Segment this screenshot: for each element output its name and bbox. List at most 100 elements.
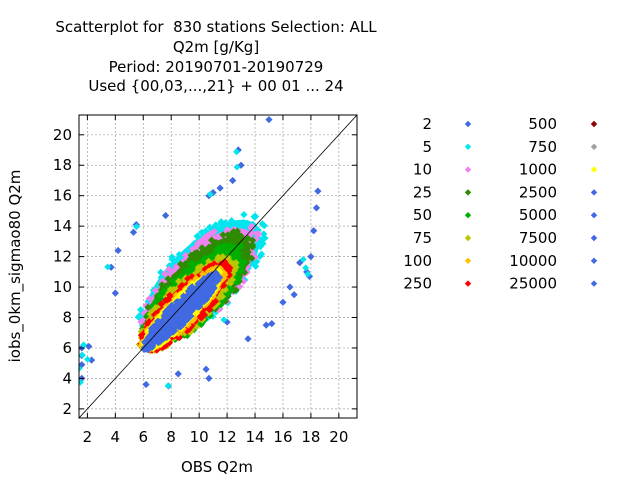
density-point xyxy=(219,253,227,261)
density-point xyxy=(215,267,223,275)
outlier-point xyxy=(79,361,86,369)
outlier-point xyxy=(312,204,321,212)
density-point xyxy=(210,227,218,236)
density-point xyxy=(160,287,168,296)
density-point xyxy=(167,304,175,312)
sparse-point xyxy=(79,365,83,372)
density-point xyxy=(153,346,161,354)
density-point xyxy=(221,286,229,294)
density-point xyxy=(190,314,198,323)
density-point xyxy=(227,217,236,225)
legend-marker xyxy=(590,189,598,196)
y-axis-label: iobs_0km_sigmao80 Q2m xyxy=(6,170,25,363)
density-point xyxy=(175,250,183,259)
density-point xyxy=(151,286,160,295)
legend-label: 5000 xyxy=(519,206,557,224)
density-point xyxy=(232,263,240,271)
x-tick-label: 12 xyxy=(218,428,237,446)
y-tick-label: 18 xyxy=(53,156,72,174)
legend-label: 250 xyxy=(403,275,432,293)
density-point xyxy=(179,292,188,300)
sparse-point xyxy=(206,190,214,198)
x-tick-label: 4 xyxy=(111,428,121,446)
outlier-point xyxy=(229,176,237,185)
y-tick-label: 14 xyxy=(53,217,72,235)
density-point xyxy=(220,258,229,266)
density-point xyxy=(154,304,162,312)
density-point xyxy=(165,294,173,303)
density-point xyxy=(217,282,225,290)
sparse-point xyxy=(233,163,241,171)
density-point xyxy=(254,230,262,239)
density-point xyxy=(163,331,172,340)
legend-label: 2500 xyxy=(519,183,557,201)
legend-marker xyxy=(464,143,472,150)
density-point xyxy=(214,253,222,261)
density-point xyxy=(234,235,242,244)
plot-border xyxy=(78,114,358,419)
density-point xyxy=(134,313,142,321)
outlier-point xyxy=(202,365,210,373)
sparse-point xyxy=(79,378,84,386)
density-point xyxy=(240,210,248,219)
density-point xyxy=(234,261,243,269)
legend-marker xyxy=(590,280,598,287)
density-point xyxy=(149,302,157,310)
density-point xyxy=(165,265,173,273)
legend-label: 10 xyxy=(413,161,432,179)
chart-title-line-1: Scatterplot for 830 stations Selection: … xyxy=(55,18,377,36)
density-point xyxy=(140,345,148,353)
outlier-point xyxy=(216,184,224,192)
density-point xyxy=(213,245,222,253)
outlier-point xyxy=(268,319,276,328)
y-tick-label: 6 xyxy=(62,339,72,357)
legend-marker xyxy=(590,257,598,264)
density-point xyxy=(174,298,182,306)
x-tick-label: 2 xyxy=(83,428,93,446)
density-point xyxy=(224,253,232,262)
density-point xyxy=(205,305,214,314)
outlier-point xyxy=(303,268,311,276)
density-point xyxy=(144,320,152,328)
density-point xyxy=(215,273,224,282)
legend-marker xyxy=(590,143,598,150)
density-point xyxy=(188,273,196,281)
grid-lines xyxy=(79,115,357,418)
density-point xyxy=(166,291,174,299)
legend-marker xyxy=(464,189,472,196)
sparse-point xyxy=(80,341,88,349)
density-point xyxy=(158,301,167,309)
density-point xyxy=(213,274,221,282)
sparse-point xyxy=(220,316,228,324)
density-point xyxy=(204,292,212,300)
sparse-point xyxy=(104,263,112,271)
density-point xyxy=(209,281,218,289)
density-point xyxy=(217,218,225,226)
outlier-point xyxy=(162,211,170,220)
legend-marker xyxy=(590,212,598,219)
density-point xyxy=(176,323,185,331)
x-tick-label: 8 xyxy=(166,428,176,446)
density-point xyxy=(243,229,251,237)
density-point xyxy=(216,265,224,273)
density-point xyxy=(239,218,248,227)
sparse-point xyxy=(299,256,307,263)
density-point xyxy=(218,298,226,306)
legend-marker xyxy=(464,257,472,264)
outlier-point xyxy=(129,228,138,236)
identity-line xyxy=(79,115,357,418)
density-point xyxy=(259,239,267,248)
density-point xyxy=(198,264,206,272)
density-point xyxy=(194,239,203,247)
legend-label: 75 xyxy=(413,229,432,247)
x-tick-label: 18 xyxy=(301,428,320,446)
density-point xyxy=(164,275,172,283)
density-point xyxy=(162,282,170,290)
density-point xyxy=(221,241,229,249)
density-point xyxy=(157,268,165,276)
density-point xyxy=(260,230,268,238)
legend-label: 25000 xyxy=(509,275,557,293)
y-tick-label: 20 xyxy=(53,126,72,144)
